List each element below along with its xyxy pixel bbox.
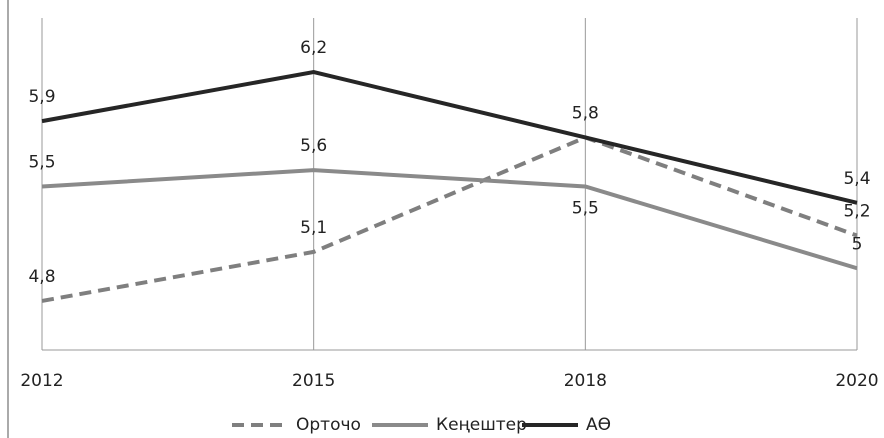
data-label: 5,1 [300, 218, 327, 238]
legend-label: Орточо [296, 415, 361, 435]
series-line [41, 70, 858, 205]
data-label: 5,6 [300, 136, 327, 156]
series-line [41, 168, 858, 271]
legend-label: Кеңештер [436, 415, 527, 435]
x-tick-label: 2012 [20, 371, 63, 391]
series-line [41, 135, 858, 303]
data-label: 5,5 [572, 199, 599, 219]
data-label: 5 [852, 234, 863, 254]
x-tick-label: 2020 [835, 371, 878, 391]
data-label: 5,8 [572, 103, 599, 123]
data-label: 4,8 [28, 267, 55, 287]
data-label: 5,5 [28, 153, 55, 173]
data-label: 6,2 [300, 38, 327, 58]
data-label: 5,2 [843, 202, 870, 222]
legend-label: АӨ [586, 415, 611, 435]
x-tick-label: 2018 [564, 371, 607, 391]
x-tick-label: 2015 [292, 371, 335, 391]
data-label: 5,4 [843, 169, 870, 189]
data-label: 5,9 [28, 87, 55, 107]
